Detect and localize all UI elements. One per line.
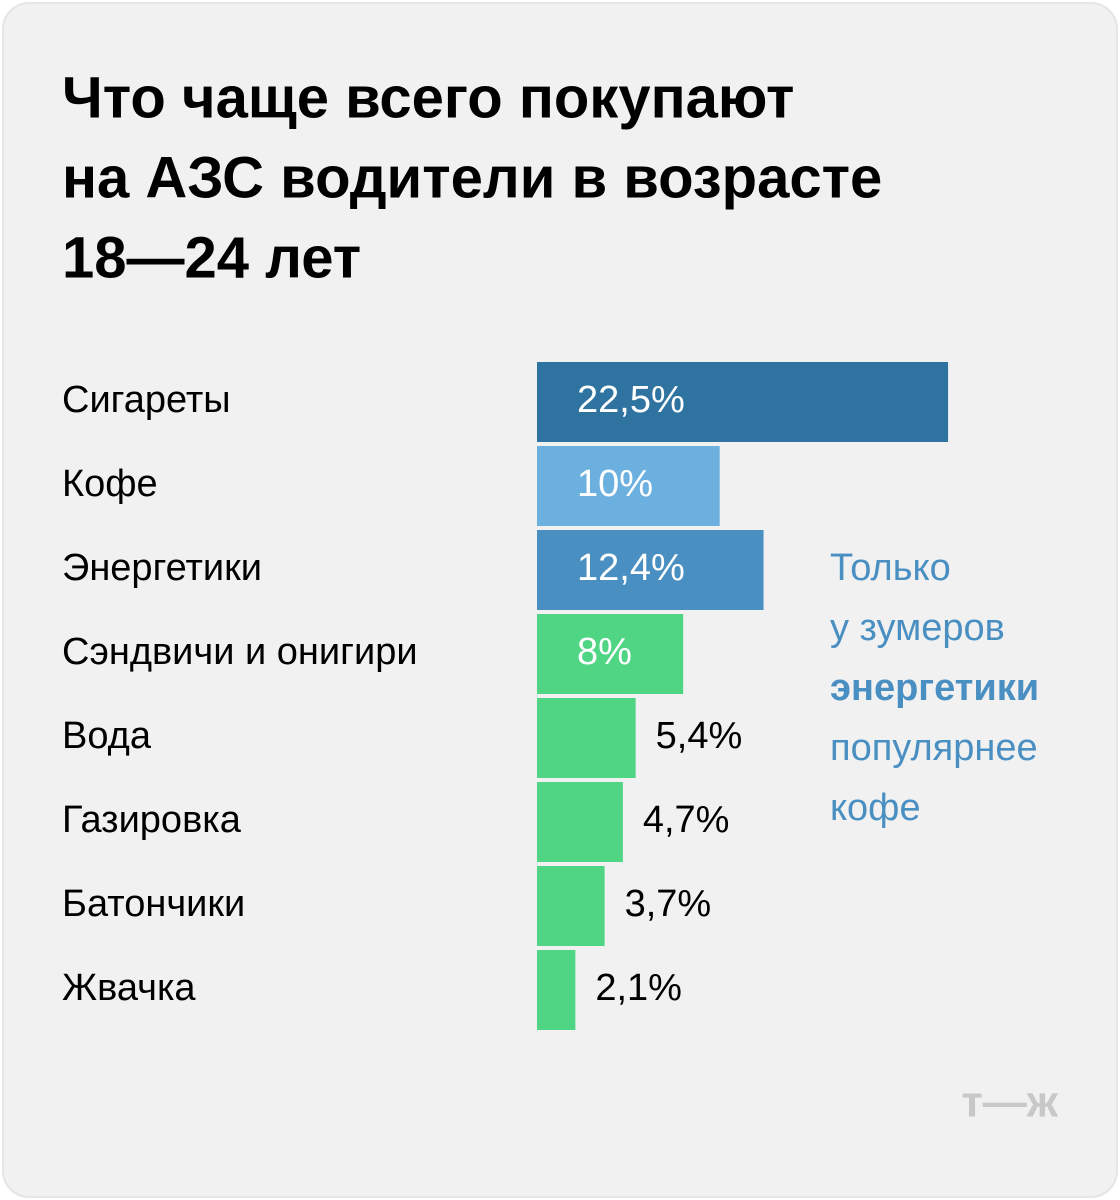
value-label: 4,7% (643, 799, 730, 841)
value-label: 3,7% (625, 883, 712, 925)
chart-title: на АЗС водители в возрасте (62, 145, 882, 210)
bar (537, 530, 764, 610)
bar (537, 698, 636, 778)
chart-title: Что чаще всего покупают (62, 65, 794, 130)
annotation: у зумеров (830, 607, 1005, 649)
value-label: 12,4% (577, 547, 685, 589)
bar (537, 614, 684, 694)
category-label: Сигареты (62, 379, 231, 421)
category-label: Батончики (62, 883, 245, 925)
value-label: 2,1% (595, 967, 682, 1009)
annotation: кофе (830, 787, 921, 829)
bar (537, 446, 720, 526)
logo: т—ж (961, 1078, 1059, 1127)
annotation: энергетики (830, 667, 1039, 709)
category-label: Газировка (62, 799, 242, 841)
category-label: Кофе (62, 463, 158, 505)
bar (537, 950, 576, 1030)
category-label: Энергетики (62, 547, 262, 589)
value-label: 8% (577, 631, 632, 673)
value-label: 22,5% (577, 379, 685, 421)
chart-title: 18—24 лет (62, 225, 361, 290)
annotation: популярнее (830, 727, 1038, 769)
bar (537, 362, 949, 442)
annotation: Только (830, 547, 951, 589)
bar (537, 782, 623, 862)
category-label: Жвачка (62, 967, 196, 1009)
category-label: Вода (62, 715, 152, 757)
bar (537, 866, 605, 946)
value-label: 10% (577, 463, 653, 505)
category-label: Сэндвичи и онигири (62, 631, 418, 673)
value-label: 5,4% (656, 715, 743, 757)
